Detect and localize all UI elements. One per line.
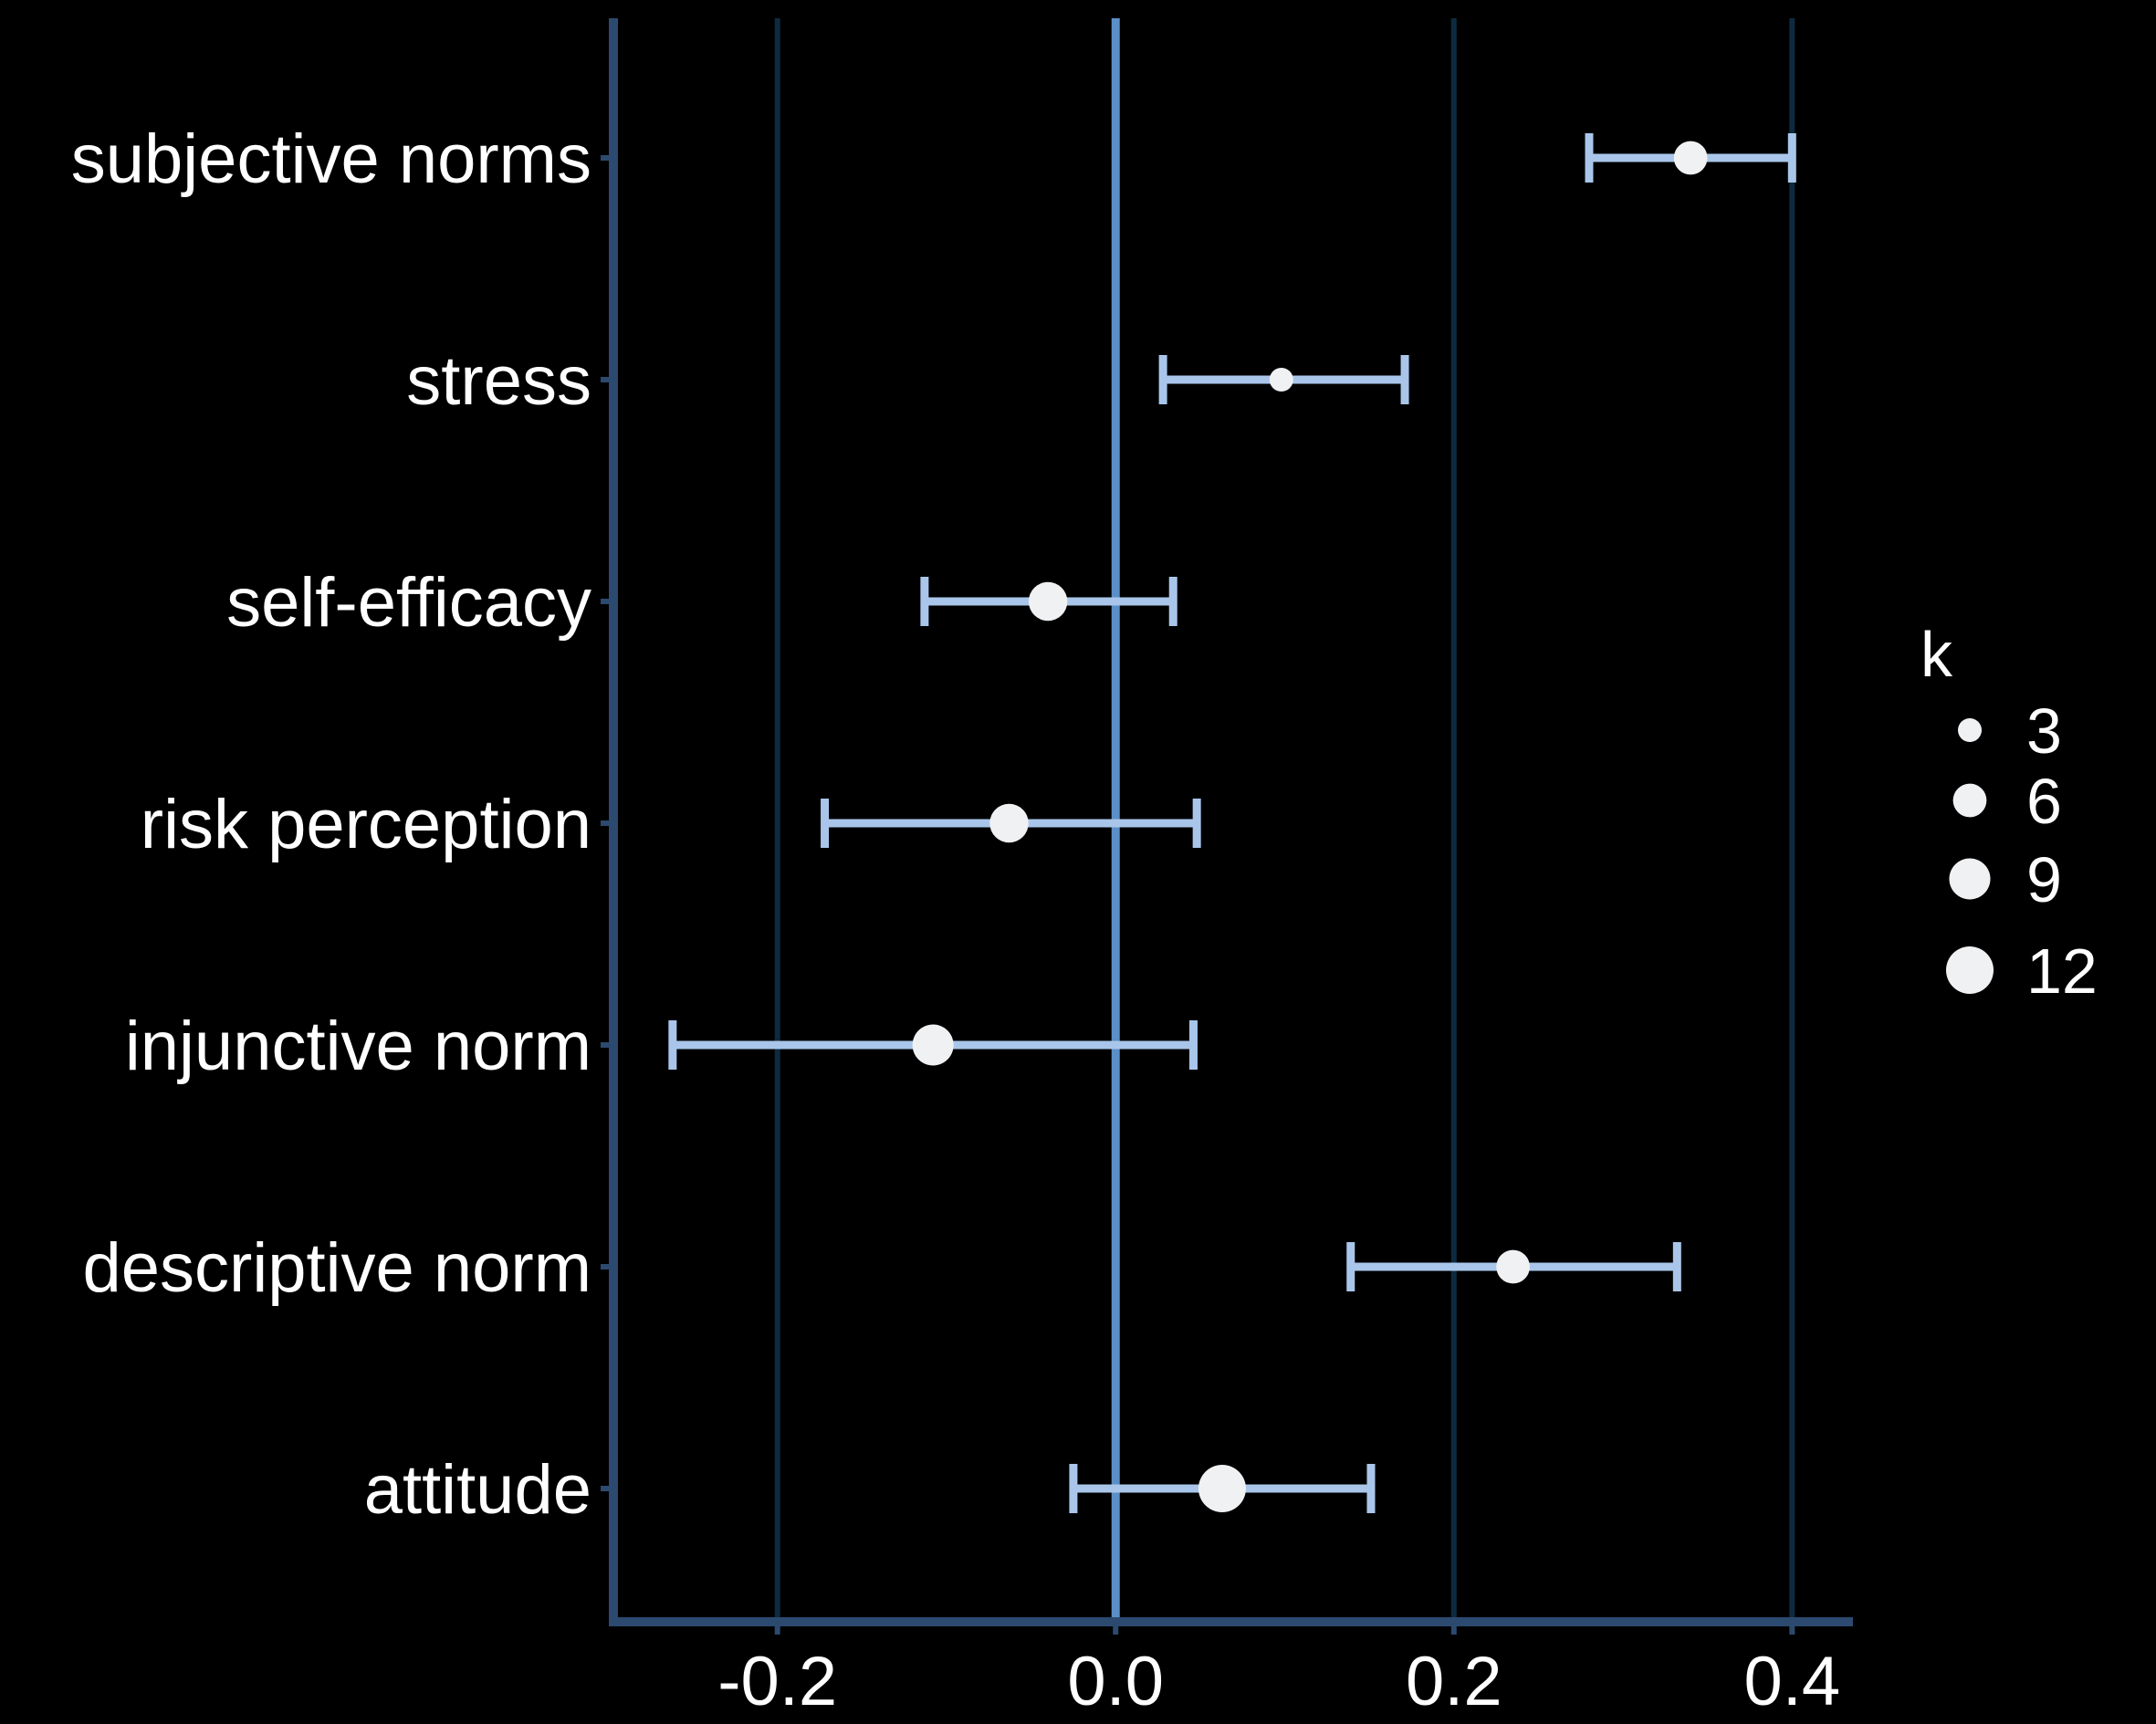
legend-label: 6 bbox=[2026, 766, 2062, 837]
category-label: stress bbox=[406, 342, 591, 420]
x-tick-label: -0.2 bbox=[717, 1643, 837, 1720]
point-estimate bbox=[1673, 141, 1708, 175]
point-estimate bbox=[1198, 1465, 1246, 1512]
forest-row bbox=[1585, 133, 1796, 183]
x-tick-label: 0.2 bbox=[1406, 1643, 1502, 1720]
forest-row bbox=[1346, 1242, 1681, 1291]
point-estimate bbox=[912, 1024, 954, 1066]
legend-key bbox=[1958, 718, 1982, 742]
axes bbox=[601, 18, 1853, 1635]
forest-row bbox=[1158, 355, 1409, 404]
category-label: descriptive norm bbox=[82, 1229, 591, 1307]
legend-key bbox=[1952, 783, 1987, 818]
forest-row bbox=[668, 1020, 1198, 1070]
legend-key bbox=[1946, 946, 1994, 994]
legend-label: 12 bbox=[2026, 935, 2098, 1007]
category-label: subjective norms bbox=[71, 120, 591, 198]
legend-label: 3 bbox=[2026, 695, 2062, 767]
point-estimate bbox=[1269, 368, 1293, 392]
point-estimate bbox=[1496, 1249, 1530, 1284]
x-tick-label: 0.0 bbox=[1067, 1643, 1164, 1720]
forest-row bbox=[920, 577, 1177, 626]
category-label: risk perception bbox=[141, 786, 591, 863]
category-labels: subjective norms stress self-efficacy risk … bbox=[71, 120, 591, 1529]
category-label: attitude bbox=[364, 1451, 591, 1529]
legend-key bbox=[1949, 858, 1991, 900]
legend-label: 9 bbox=[2026, 844, 2062, 915]
category-label: injunctive norm bbox=[125, 1008, 591, 1085]
data-marks bbox=[668, 133, 1796, 1513]
legend-title: k bbox=[1921, 619, 1953, 690]
point-estimate bbox=[1028, 581, 1068, 622]
x-tick-labels: -0.2 0.0 0.2 0.4 bbox=[717, 1643, 1840, 1720]
point-estimate bbox=[989, 803, 1029, 843]
forest-row bbox=[1069, 1464, 1376, 1513]
x-tick-label: 0.4 bbox=[1743, 1643, 1840, 1720]
forest-row bbox=[821, 799, 1201, 848]
category-label: self-efficacy bbox=[226, 564, 591, 642]
size-legend: k 369 12 bbox=[1921, 619, 2098, 1007]
